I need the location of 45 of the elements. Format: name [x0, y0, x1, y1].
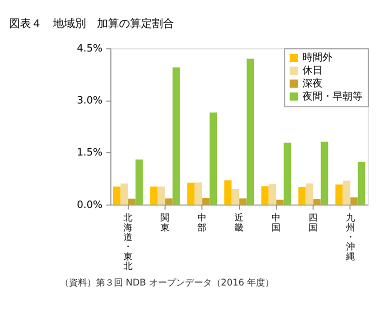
- bar: [276, 200, 284, 205]
- x-tick-label: 中国: [272, 212, 281, 234]
- bar: [246, 58, 254, 205]
- x-tick-label: 関東: [160, 212, 170, 234]
- bar: [284, 142, 292, 205]
- bar: [158, 186, 165, 205]
- text: （資料）第３回 NDB オープンデータ（2016 年度）: [60, 278, 274, 289]
- bar: [342, 180, 350, 205]
- bar: [313, 199, 321, 205]
- legend-label: 夜間・早朝等: [302, 90, 363, 102]
- bar: [261, 186, 269, 205]
- chart-title: 図表４ 地域別 加算の算定割合: [9, 17, 174, 30]
- bar: [224, 180, 232, 205]
- legend-label: 深夜: [302, 77, 323, 90]
- bar: [187, 182, 194, 205]
- x-tick-label: 九州・沖縄: [344, 212, 355, 262]
- x-tick-label: 四国: [308, 212, 318, 234]
- y-tick-label: 4.5%: [76, 43, 103, 54]
- legend-label: 時間外: [302, 52, 333, 64]
- bar: [358, 162, 366, 205]
- bar: [306, 183, 314, 205]
- y-tick-label: 0.0%: [76, 200, 103, 211]
- bar: [202, 198, 210, 205]
- bar: [210, 112, 217, 205]
- bar: [350, 197, 358, 205]
- bar: [335, 184, 343, 205]
- bar: [268, 184, 276, 205]
- x-tick-label: 中部: [198, 212, 207, 234]
- x-tick-label: 近畿: [234, 212, 244, 234]
- bar: [172, 67, 180, 205]
- bar: [128, 198, 136, 205]
- y-tick-label: 1.5%: [76, 148, 103, 159]
- bar: [136, 159, 143, 205]
- bar: [232, 188, 240, 205]
- bar: [120, 183, 128, 205]
- bar: [298, 186, 306, 205]
- bar: [320, 142, 328, 205]
- bar: [239, 198, 247, 205]
- y-tick-label: 3.0%: [76, 96, 103, 107]
- x-tick-label: 北海道・東北: [123, 212, 132, 272]
- bar: [113, 186, 120, 205]
- bar: [150, 186, 158, 205]
- bar: [165, 198, 172, 205]
- legend-label: 休日: [302, 66, 323, 77]
- bar: [194, 182, 202, 205]
